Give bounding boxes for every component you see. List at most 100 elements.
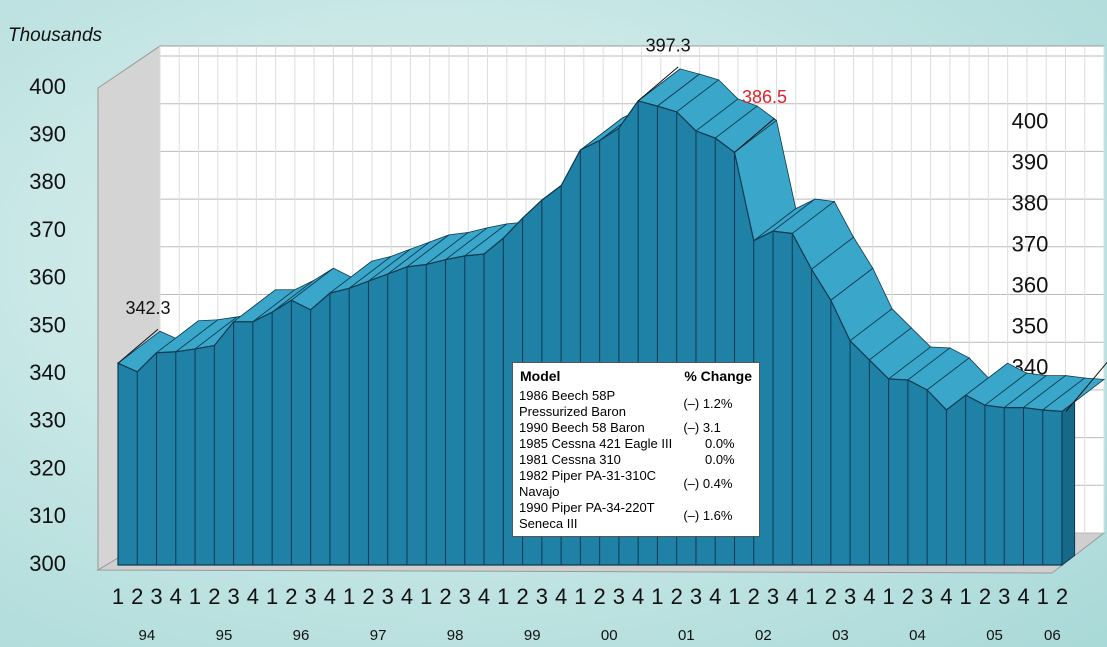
x-tick-label: 1 — [574, 584, 586, 609]
x-tick-label: 3 — [998, 584, 1010, 609]
cell: 1982 Piper PA-31-310C Navajo — [519, 468, 657, 499]
y2-tick-label: 370 — [1012, 232, 1049, 257]
year-label: 05 — [986, 627, 1003, 644]
cell: (–) 3.1 — [683, 420, 721, 435]
year-label: 06 — [1044, 627, 1061, 644]
x-tick-label: 3 — [150, 584, 162, 609]
cell: 1985 Cessna 421 Eagle III — [519, 436, 673, 451]
x-tick-label: 4 — [940, 584, 952, 609]
y-tick-label: 340 — [29, 360, 66, 385]
x-tick-label: 4 — [324, 584, 336, 609]
label-leader — [637, 66, 679, 102]
cell: (–) 1.2% — [683, 396, 733, 411]
x-tick-label: 2 — [208, 584, 220, 609]
x-tick-label: 4 — [555, 584, 567, 609]
x-tick-label: 2 — [825, 584, 837, 609]
x-tick-label: 4 — [170, 584, 182, 609]
x-tick-label: 3 — [305, 584, 317, 609]
value-label: 386.5 — [742, 87, 787, 107]
y-axis-label: Thousands — [8, 25, 103, 46]
x-tick-label: 3 — [613, 584, 625, 609]
cell: 1986 Beech 58P Pressurized Baron — [519, 388, 626, 419]
x-tick-label: 3 — [459, 584, 471, 609]
x-tick-label: 1 — [960, 584, 972, 609]
y-tick-label: 310 — [29, 503, 66, 528]
y2-tick-label: 390 — [1012, 150, 1049, 175]
y-tick-label: 360 — [29, 265, 66, 290]
x-tick-label: 4 — [863, 584, 875, 609]
x-tick-label: 1 — [112, 584, 124, 609]
y2-tick-label: 360 — [1012, 273, 1049, 298]
x-tick-label: 1 — [728, 584, 740, 609]
year-label: 99 — [524, 627, 541, 644]
x-tick-label: 4 — [786, 584, 798, 609]
y2-tick-label: 350 — [1012, 314, 1049, 339]
year-label: 04 — [909, 627, 926, 644]
x-tick-label: 2 — [516, 584, 528, 609]
x-tick-label: 1 — [266, 584, 278, 609]
x-tick-label: 4 — [247, 584, 259, 609]
y-tick-label: 330 — [29, 408, 66, 433]
legend-table: Model % Change 1986 Beech 58P Pressurized… — [512, 362, 760, 537]
cell: 0.0% — [683, 452, 735, 467]
y-tick-label: 320 — [29, 455, 66, 480]
x-tick-label: 3 — [767, 584, 779, 609]
label-leader — [1065, 361, 1107, 412]
x-tick-label: 2 — [439, 584, 451, 609]
cell: 1990 Piper PA-34-220T Seneca III — [519, 500, 655, 531]
header: % Change — [684, 368, 752, 384]
x-tick-label: 4 — [709, 584, 721, 609]
x-tick-label: 3 — [690, 584, 702, 609]
year-label: 02 — [755, 627, 772, 644]
year-label: 98 — [447, 627, 464, 644]
x-tick-label: 2 — [131, 584, 143, 609]
cell: 0.0% — [683, 436, 735, 451]
x-tick-label: 1 — [343, 584, 355, 609]
cell: (–) 0.4% — [683, 476, 733, 491]
x-tick-label: 4 — [632, 584, 644, 609]
y-tick-label: 370 — [29, 217, 66, 242]
year-label: 95 — [216, 627, 233, 644]
x-tick-label: 2 — [671, 584, 683, 609]
x-tick-label: 2 — [1056, 584, 1068, 609]
area-side — [1061, 400, 1076, 567]
cell: 1990 Beech 58 Baron — [519, 420, 645, 435]
x-tick-label: 1 — [1037, 584, 1049, 609]
x-tick-label: 4 — [478, 584, 490, 609]
x-tick-label: 2 — [902, 584, 914, 609]
x-tick-label: 2 — [362, 584, 374, 609]
y-tick-label: 390 — [29, 122, 66, 147]
x-tick-label: 1 — [805, 584, 817, 609]
x-tick-label: 2 — [748, 584, 760, 609]
y-tick-label: 300 — [29, 551, 66, 576]
x-tick-label: 1 — [882, 584, 894, 609]
y2-tick-label: 400 — [1012, 109, 1049, 134]
x-tick-label: 2 — [594, 584, 606, 609]
year-label: 96 — [293, 627, 310, 644]
year-label: 03 — [832, 627, 849, 644]
year-label: 00 — [601, 627, 618, 644]
x-tick-label: 1 — [189, 584, 201, 609]
x-tick-label: 2 — [979, 584, 991, 609]
cell: 1981 Cessna 310 — [519, 452, 621, 467]
header: Model — [520, 368, 561, 384]
value-label: 397.3 — [646, 36, 691, 56]
x-tick-label: 4 — [1017, 584, 1029, 609]
x-tick-label: 1 — [651, 584, 663, 609]
y-tick-label: 380 — [29, 169, 66, 194]
x-tick-label: 3 — [227, 584, 239, 609]
year-label: 94 — [139, 627, 156, 644]
area — [117, 68, 1106, 567]
y-tick-label: 350 — [29, 312, 66, 337]
x-tick-label: 3 — [921, 584, 933, 609]
x-tick-label: 1 — [497, 584, 509, 609]
year-label: 97 — [370, 627, 387, 644]
x-tick-label: 4 — [401, 584, 413, 609]
x-tick-label: 2 — [285, 584, 297, 609]
cell: (–) 1.6% — [683, 508, 733, 523]
label-leader — [734, 118, 775, 153]
x-tick-label: 1 — [420, 584, 432, 609]
table: Model % Change 1986 Beech 58P Pressurized… — [519, 367, 753, 532]
